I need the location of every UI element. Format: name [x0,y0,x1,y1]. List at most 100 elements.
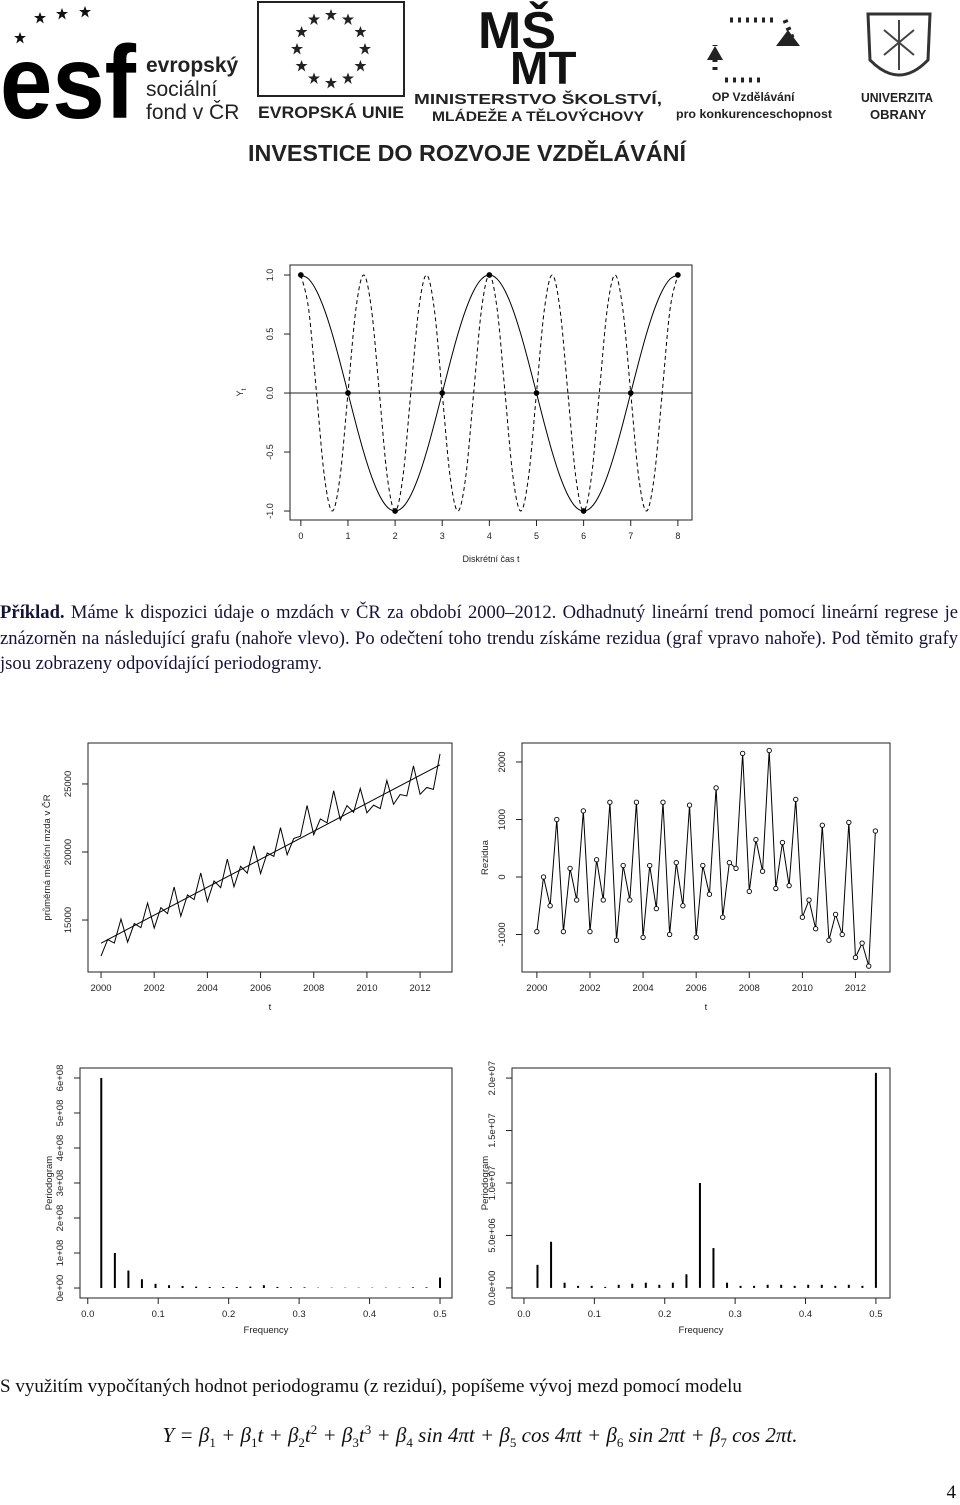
op-text: OP Vzdělávání [712,90,795,104]
formula-part: cos 2πt. [726,1423,798,1447]
y-tick-label: 4e+08 [55,1135,66,1162]
y-tick-label: 2000 [497,751,508,772]
y-tick-label: 5.0e+06 [487,1218,498,1253]
data-point [832,911,839,918]
y-axis-label-main: Y [235,390,245,396]
data-point [759,868,766,874]
formula-sub: 4 [406,1435,413,1451]
y-axis-label: Periodogram [480,1156,491,1210]
formula-part: + β [371,1423,407,1447]
chart: 2000 2002 2004 2006 2008 2010 2012 15000 20000 25… [42,742,453,1013]
data-point [852,954,859,961]
x-tick-label: 0.2 [222,1309,235,1320]
x-tick-label: 0.1 [588,1309,601,1320]
data-point [773,885,779,892]
data-point [633,799,640,805]
data-point [345,390,351,396]
esf-logo: esf evropský sociální fond v ČR [0,6,239,141]
data-point [587,928,593,935]
data-point [706,891,713,897]
y-tick-label: 0 [497,874,508,879]
data-point [872,828,879,834]
x-tick-label: 1 [345,531,350,541]
y-tick-label: -1000 [497,922,508,946]
x-tick-label: 0.4 [799,1309,812,1320]
data-point [607,799,613,805]
x-tick-label: 2006 [250,983,271,994]
data-point [766,747,772,754]
data-point [739,750,746,757]
x-axis-label: Diskrétní čas t [462,554,520,564]
data-point [733,865,739,872]
formula-part: sin 4πt + β [412,1423,510,1447]
data-point [640,934,646,941]
data-point [666,931,673,938]
y-tick-label: 0.0e+00 [487,1271,498,1306]
y-axis-label: Yt [235,388,248,396]
x-tick-label: 0.0 [81,1309,94,1320]
plot-frame [521,742,891,973]
x-axis-label: Frequency [679,1325,724,1336]
formula-sub: 5 [509,1435,517,1451]
y-tick-label: -0.5 [265,444,275,460]
x-tick-label: 2004 [633,983,654,994]
x-tick-label: 2006 [686,983,707,994]
data-point [726,859,733,866]
chart: 0.0 0.1 0.2 0.3 0.4 0.5 0.0e+00 5.0e+06 1.0e+07 1… [480,1061,891,1336]
y-axis-label: Rezidua [480,839,491,875]
esf-wordmark: esf [0,25,136,141]
y-tick-label: 25000 [63,771,74,797]
x-tick-label: 3 [440,531,445,541]
msmt-logo: MŠ MT MINISTERSTVO ŠKOLSTVÍ, MLÁDEŽE A T… [414,1,662,124]
y-tick-label: 0e+00 [55,1275,66,1302]
data-point [580,808,586,814]
page-number: 4 [946,1482,957,1503]
y-tick-label: -1.0 [265,503,275,519]
data-point [547,903,553,909]
data-point [600,897,606,903]
chart: 0 1 2 3 4 5 6 7 8 -1.0 -0.5 0.0 0.5 1.0 Diskrétní čas … [235,264,693,564]
data-point [793,796,799,803]
formula-part: + β [317,1423,353,1447]
formula-sub: 6 [616,1435,624,1451]
data-point [746,888,752,895]
y-axis-label: průměrná měsíční mzda v ČR [42,794,53,920]
header: esf evropský sociální fond v ČR EVROPSKÁ… [0,1,934,166]
data-point [534,928,540,935]
y-tick-label: 0.5 [265,328,275,341]
data-point [786,882,792,889]
data-point [647,862,653,869]
data-point [753,836,759,843]
formula-sub: 2 [298,1435,305,1451]
data-point [799,914,806,920]
data-point [540,874,547,880]
formula: Y = β1 + β1t + β2t2 + β3t3 + β4 sin 4πt … [0,1422,960,1451]
data-point [819,822,825,828]
data-point [593,857,600,863]
y-tick-label: 2e+08 [55,1205,66,1232]
unob-text: UNIVERZITA [861,90,934,105]
x-tick-label: 5 [534,531,539,541]
example-text: Máme k dispozici údaje o mzdách v ČR za … [0,602,958,674]
formula-part: t [304,1423,311,1447]
chart: 0.0 0.1 0.2 0.3 0.4 0.5 0e+00 1e+08 2e+08 3e+08 4e… [44,1065,453,1336]
plot-frame [87,742,453,973]
y-axis-label: Periodogram [44,1156,55,1210]
formula-sub: 1 [250,1435,258,1451]
data-point [554,816,560,823]
x-tick-label: 2 [393,531,398,541]
y-tick-label: 1000 [497,809,508,830]
x-tick-label: 0.5 [869,1309,882,1320]
msmt-text: MLÁDEŽE A TĚLOVÝCHOVY [432,107,645,124]
data-point [720,914,726,920]
y-tick-label: 3e+08 [55,1170,66,1197]
esf-text: fond v ČR [146,101,239,124]
x-tick-label: 2012 [845,983,866,994]
formula-sub: 1 [209,1435,216,1451]
data-point [826,937,832,943]
op-text: pro konkurenceschopnost [676,107,832,121]
formula-sup: 3 [364,1422,372,1437]
data-point [846,819,852,826]
y-axis-label-sub: t [241,388,248,390]
